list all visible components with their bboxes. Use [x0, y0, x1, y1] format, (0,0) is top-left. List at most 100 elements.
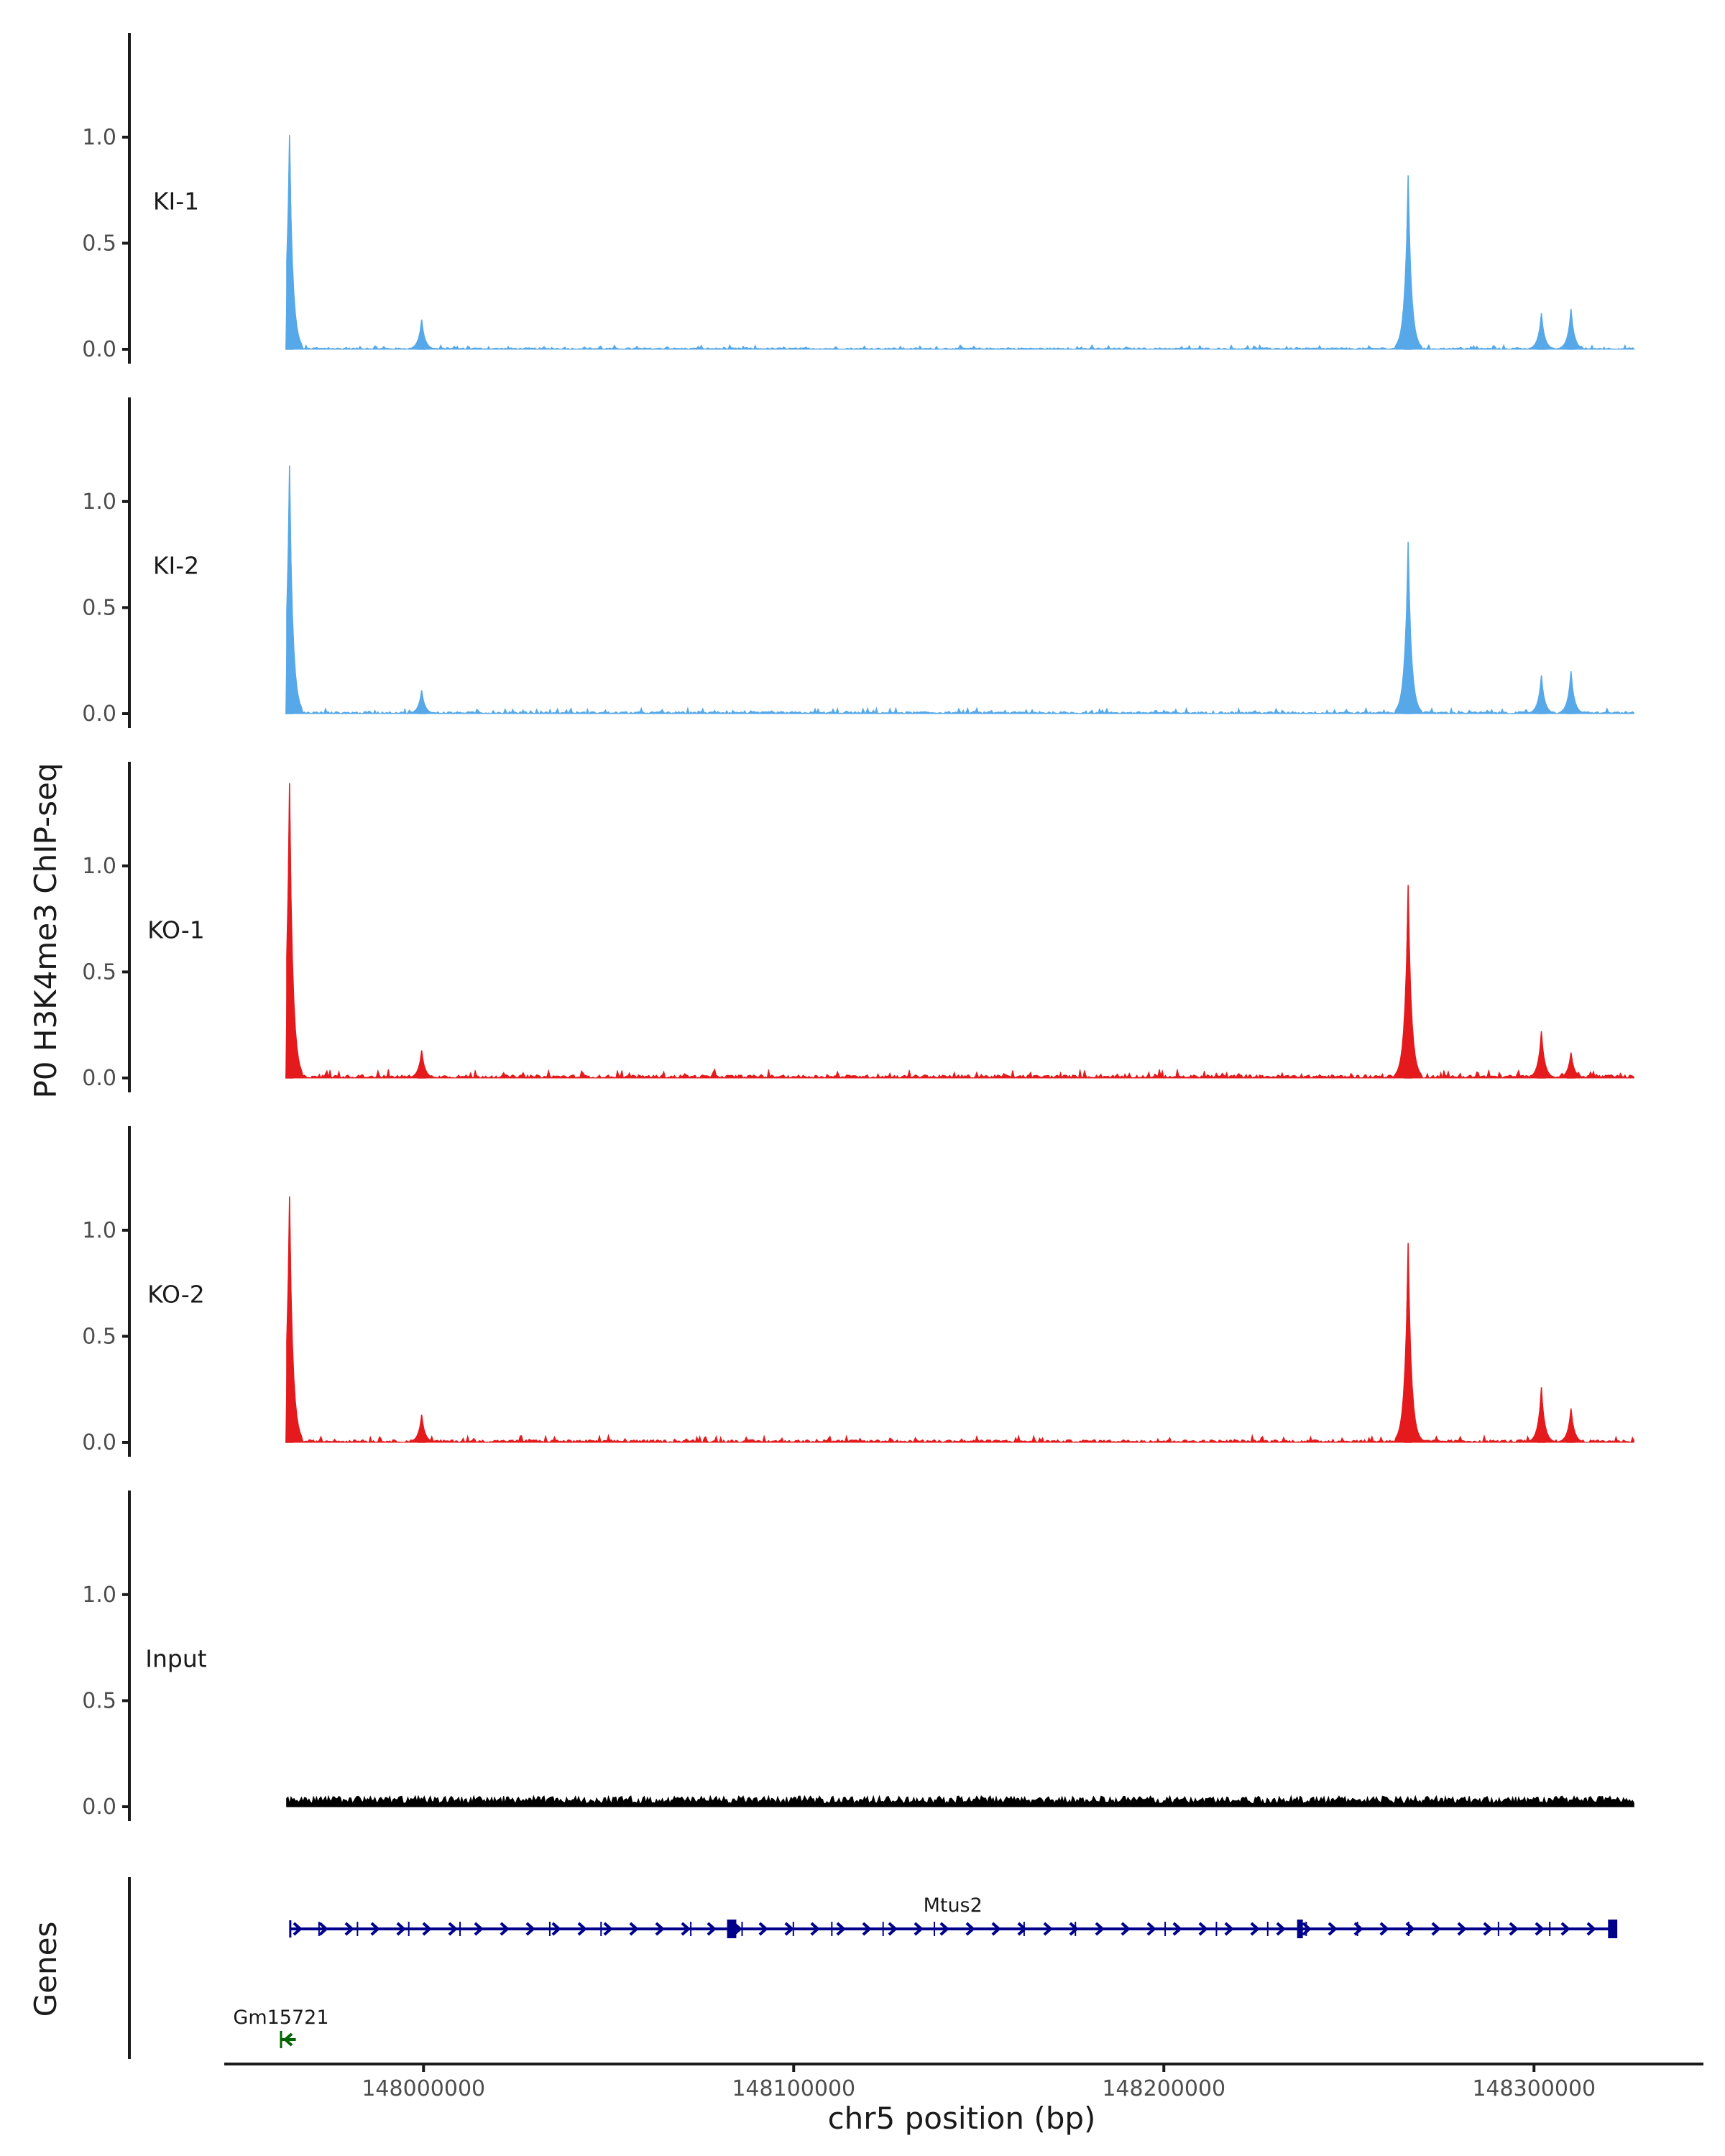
signal-peak [1566, 671, 1576, 714]
y-tick-label: 1.0 [82, 489, 116, 515]
y-tick-label: 0.5 [82, 231, 116, 256]
strand-arrow [1198, 1922, 1208, 1936]
signal-peak [1404, 1243, 1412, 1443]
strand-arrow [318, 1922, 328, 1936]
gene-name-label: Gm15721 [233, 2007, 328, 2029]
strand-arrow [914, 1922, 924, 1936]
strand-arrow [629, 1922, 639, 1936]
strand-arrow [1379, 1922, 1389, 1936]
x-tick-label: 148100000 [732, 2076, 855, 2101]
strand-arrow [1250, 1922, 1260, 1936]
x-tick-label: 148200000 [1102, 2076, 1225, 2101]
exon [727, 1920, 737, 1938]
x-tick-label: 148000000 [362, 2076, 485, 2101]
exon [1608, 1920, 1618, 1938]
x-axis: 148000000 148100000 148200000 148300000 [224, 2063, 1703, 2101]
genes-layer: Mtus2 Gm15721 [128, 1877, 1618, 2059]
strand-arrow [1431, 1922, 1441, 1936]
strand-arrow [939, 1922, 949, 1936]
strand-arrow [474, 1922, 484, 1936]
strand-arrow [344, 1922, 354, 1936]
signal-peak [1566, 1052, 1576, 1079]
signal-peak [1404, 541, 1412, 714]
strand-arrow [1095, 1922, 1105, 1936]
signal-peak [285, 134, 294, 350]
y-axis-title: P0 H3K4me3 ChIP-seq [28, 763, 63, 1098]
strand-arrow [1121, 1922, 1131, 1936]
strand-arrow [758, 1922, 768, 1936]
strand-arrow [370, 1922, 380, 1936]
strand-arrow [603, 1922, 613, 1936]
strand-arrow [1560, 1922, 1570, 1936]
track-label: KO-2 [147, 1280, 205, 1308]
strand-arrow [577, 1922, 587, 1936]
strand-arrow [1146, 1922, 1156, 1936]
strand-arrow [991, 1922, 1001, 1936]
strand-arrow [422, 1922, 432, 1936]
strand-arrow [1586, 1922, 1596, 1936]
y-tick-label: 1.0 [82, 854, 116, 879]
strand-arrow [1302, 1922, 1312, 1936]
y-tick-label: 0.0 [82, 1066, 116, 1091]
exon [1297, 1920, 1303, 1938]
strand-arrow [1535, 1922, 1545, 1936]
signal-peak [285, 783, 294, 1079]
y-tick-label: 1.0 [82, 125, 116, 150]
strand-arrow [655, 1922, 665, 1936]
signal-area [286, 1198, 1634, 1443]
y-tick-label: 0.0 [82, 1795, 116, 1820]
signal-peak [285, 1196, 294, 1443]
strand-arrow [551, 1922, 561, 1936]
signal-peak [417, 319, 426, 350]
track-ki-2: 0.0 0.5 1.0 KI-2 [82, 397, 1634, 728]
signal-peak [1566, 1408, 1576, 1443]
track-label: KO-1 [147, 916, 205, 944]
strand-arrow [448, 1922, 458, 1936]
signal-area [286, 786, 1634, 1079]
signal-peak [417, 1050, 426, 1079]
y-tick-label: 1.0 [82, 1218, 116, 1243]
strand-arrow [1457, 1922, 1467, 1936]
track-input: 0.0 0.5 1.0 Input [82, 1491, 1634, 1821]
y-tick-label: 0.5 [82, 959, 116, 985]
strand-arrow [1224, 1922, 1234, 1936]
signal-peak [1537, 313, 1546, 350]
y-tick-label: 1.0 [82, 1583, 116, 1608]
y-tick-label: 0.5 [82, 595, 116, 620]
strand-arrow [1172, 1922, 1182, 1936]
strand-arrow [965, 1922, 975, 1936]
strand-arrow [282, 2032, 293, 2047]
x-axis-title: chr5 position (bp) [828, 2101, 1096, 2136]
tracks-layer: 0.00.51.0KI-10.00.51.0KI-20.00.51.0KO-10… [82, 33, 1634, 1821]
strand-arrow [293, 1922, 303, 1936]
y-tick-label: 0.5 [82, 1688, 116, 1713]
signal-peak [1404, 885, 1412, 1079]
signal-peak [1566, 308, 1576, 350]
strand-arrow [681, 1922, 691, 1936]
genes-axis-title: Genes [28, 1922, 63, 2017]
y-tick-label: 0.0 [82, 1430, 116, 1455]
x-tick-label: 148300000 [1472, 2076, 1596, 2101]
signal-area [286, 1795, 1634, 1807]
strand-arrow [1276, 1922, 1286, 1936]
strand-arrow [1509, 1922, 1519, 1936]
strand-arrow [888, 1922, 898, 1936]
signal-peak [417, 690, 426, 714]
strand-arrow [1069, 1922, 1079, 1936]
strand-arrow [784, 1922, 794, 1936]
strand-arrow [396, 1922, 406, 1936]
signal-area [286, 467, 1634, 715]
y-tick-label: 0.0 [82, 337, 116, 362]
track-label: Input [145, 1644, 207, 1672]
signal-peak [1537, 675, 1546, 714]
strand-arrow [1328, 1922, 1338, 1936]
strand-arrow [810, 1922, 820, 1936]
gene-name-label: Mtus2 [924, 1894, 983, 1917]
strand-arrow [1043, 1922, 1053, 1936]
gene-mtus2: Mtus2 [289, 1894, 1618, 1938]
track-ki-1: 0.0 0.5 1.0 KI-1 [82, 33, 1634, 364]
y-tick-label: 0.5 [82, 1324, 116, 1349]
track-label: KI-2 [153, 551, 199, 579]
strand-arrow [862, 1922, 872, 1936]
